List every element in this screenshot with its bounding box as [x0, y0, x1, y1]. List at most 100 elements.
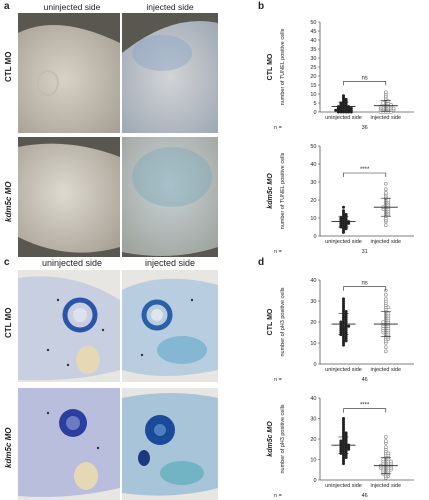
panel-a-col-uninjected: uninjected side: [43, 2, 101, 12]
y-tick-label: 15: [310, 83, 316, 89]
data-point: [342, 337, 345, 341]
data-point: [344, 335, 348, 339]
chart-b-kdm5c: kdm5c MO number of TUNEL positive cells 0 1…: [267, 144, 414, 255]
y-tick-label: 0: [313, 234, 316, 240]
data-point: [384, 190, 388, 195]
y-tick-label: 0: [313, 362, 316, 368]
significance-label: ns: [361, 75, 367, 81]
data-point: [381, 101, 385, 105]
data-point: [342, 417, 345, 420]
panel-letter-b: b: [258, 1, 265, 12]
panel-c-col-uninjected: uninjected side: [41, 258, 103, 268]
data-point: [342, 339, 345, 343]
data-point: [344, 314, 348, 318]
data-point: [344, 212, 348, 216]
data-point: [342, 423, 345, 427]
y-tick-label: 30: [310, 56, 316, 62]
data-point: [381, 320, 385, 324]
data-point: [344, 431, 348, 435]
y-tick-label: 20: [310, 437, 316, 443]
data-point: [344, 439, 348, 443]
data-point: [339, 331, 343, 334]
y-tick-label: 20: [310, 198, 316, 204]
photo-a-kdm5c-injected: [122, 137, 218, 257]
photo-a-kdm5c-uninjected: [18, 137, 120, 257]
panel-c-row-kdm5c: kdm5c MO: [4, 427, 13, 468]
y-tick-label: 50: [310, 144, 316, 150]
y-tick-label: 30: [310, 180, 316, 186]
data-point: [344, 445, 348, 449]
data-point: [344, 320, 348, 324]
data-point: [342, 310, 345, 313]
data-point: [389, 459, 393, 464]
data-point: [342, 343, 345, 347]
x-tick-label: injected side: [371, 115, 402, 121]
x-tick-label: injected side: [371, 483, 402, 489]
data-point: [381, 457, 385, 462]
data-point: [339, 449, 343, 453]
data-point: [384, 439, 388, 443]
data-point: [344, 331, 348, 334]
data-point: [342, 421, 345, 425]
y-tick-label: 35: [310, 47, 316, 53]
y-tick-label: 30: [310, 299, 316, 305]
data-point: [384, 297, 388, 301]
y-tick-label: 10: [310, 92, 316, 98]
data-point: [339, 324, 343, 328]
x-tick-label: injected side: [371, 239, 402, 245]
x-tick-label: uninjected side: [325, 483, 362, 489]
data-point: [342, 462, 345, 466]
data-point: [344, 97, 348, 101]
photo-c-ctl-uninjected: [18, 270, 120, 382]
y-axis-label: number of TUNEL positive cells: [280, 28, 286, 105]
data-point: [339, 445, 343, 449]
data-point: [384, 349, 388, 354]
data-point: [342, 303, 345, 307]
y-tick-label: 10: [310, 216, 316, 222]
data-point: [342, 307, 345, 311]
data-point: [384, 445, 388, 450]
data-point: [339, 447, 343, 451]
data-point: [384, 345, 388, 349]
data-point: [342, 341, 345, 345]
data-point: [342, 458, 345, 461]
y-tick-label: 0: [313, 110, 316, 116]
data-point: [339, 441, 343, 445]
panel-letter-c: c: [4, 257, 10, 268]
x-tick-label: injected side: [371, 367, 402, 373]
data-point: [384, 223, 388, 227]
data-point: [384, 292, 388, 297]
data-point: [342, 305, 345, 309]
photo-c-ctl-injected: [122, 270, 218, 382]
data-point: [339, 439, 343, 443]
data-point: [347, 445, 351, 449]
y-tick-label: 40: [310, 162, 316, 168]
chart-d-kdm5c: kdm5c MO number of pH3 positive cells 0 10 2…: [267, 396, 414, 499]
n-value: 46: [362, 377, 368, 383]
photo-a-ctl-uninjected: [18, 13, 120, 133]
data-point: [344, 316, 348, 320]
y-tick-label: 10: [310, 458, 316, 464]
data-point: [344, 447, 348, 451]
significance-label: ****: [360, 403, 370, 409]
data-point: [339, 326, 343, 330]
n-label: n =: [274, 377, 282, 383]
data-point: [344, 310, 348, 313]
y-tick-label: 40: [310, 38, 316, 44]
data-point: [344, 328, 348, 332]
panel-letter-d: d: [258, 257, 265, 268]
data-point: [384, 435, 388, 439]
data-point: [342, 205, 345, 209]
x-tick-label: uninjected side: [325, 115, 362, 121]
significance-bracket: [343, 408, 387, 413]
data-point: [342, 297, 345, 301]
y-tick-label: 0: [313, 478, 316, 484]
y-tick-label: 40: [310, 396, 316, 402]
y-axis-label: number of TUNEL positive cells: [280, 152, 286, 229]
y-tick-label: 40: [310, 278, 316, 284]
panel-a-row-kdm5c: kdm5c MO: [4, 181, 13, 222]
data-point: [344, 318, 348, 322]
data-point: [334, 108, 338, 112]
y-tick-label: 30: [310, 417, 316, 423]
panel-letter-a: a: [4, 1, 10, 12]
